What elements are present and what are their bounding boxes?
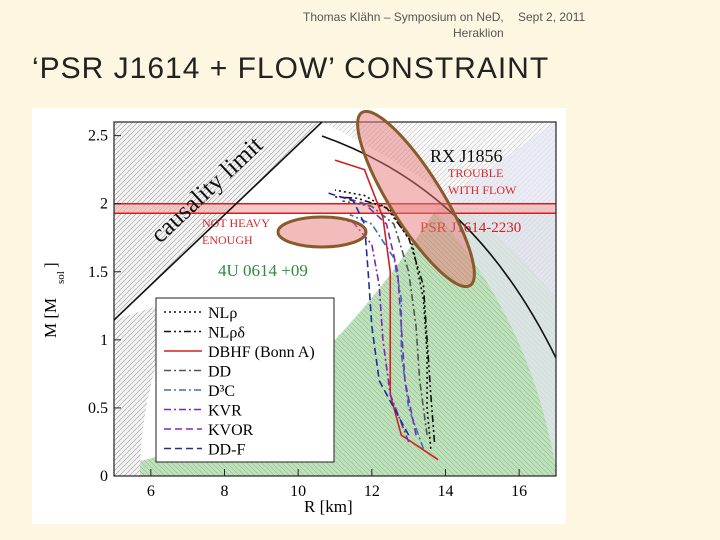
series-line-8 (327, 192, 410, 436)
legend-label: NLρ (208, 305, 237, 322)
series-line-3 (334, 159, 439, 461)
trouble-line-2: WITH FLOW (448, 183, 517, 197)
ylabel-close: ] (41, 262, 60, 268)
legend-box (155, 297, 335, 463)
legend-label: NLρδ (208, 325, 245, 342)
axis-ticks: 6 8 10 12 14 16 0 0.5 1 1.5 2 2.5 (88, 128, 527, 500)
plot-frame (113, 121, 557, 477)
series-line-1 (334, 189, 432, 449)
eos-curves (327, 159, 439, 461)
region-layer (114, 122, 556, 476)
legend-label: KVR (208, 403, 242, 420)
legend-label: D³C (208, 383, 235, 400)
xlabel: R [km] (304, 497, 353, 516)
mass-radius-chart: 6 8 10 12 14 16 0 0.5 1 1.5 2 2.5 M [M sol ] R [km]… (41, 109, 557, 516)
ylabel-text: M [M (41, 298, 60, 338)
x-tick-label: 12 (364, 483, 380, 500)
header-date: Sept 2, 2011 (518, 10, 586, 24)
series-line-4 (342, 200, 428, 436)
rx-label: RX J1856 (430, 146, 503, 166)
trouble-line-1: TROUBLE (448, 166, 503, 180)
legend-label: DD (208, 364, 231, 381)
y-tick-label: 0.5 (88, 400, 108, 417)
x-tick-label: 8 (221, 483, 229, 500)
series-line-5 (349, 213, 425, 450)
series-line-7 (342, 196, 417, 436)
chart-figure: 6 8 10 12 14 16 0 0.5 1 1.5 2 2.5 M [M sol ] R [km]… (32, 108, 566, 524)
y-axis-label: M [M sol ] (41, 262, 67, 338)
not-heavy-ellipse (276, 215, 368, 249)
series-line-2 (334, 196, 436, 443)
trouble-ellipse (356, 109, 476, 289)
psr-band (114, 203, 556, 214)
header-author-event: Thomas Klähn – Symposium on NeD, (303, 10, 504, 24)
ylabel-sub: sol (55, 271, 67, 284)
not-heavy-line-1: NOT HEAVY (202, 216, 270, 230)
legend-label: DD-F (208, 442, 245, 459)
not-heavy-line-2: ENOUGH (202, 233, 253, 247)
gr-region (114, 298, 182, 476)
legend-items: NLρ NLρδ DBHF (Bonn A) DD D³C KVR KVOR DD-F (164, 305, 315, 459)
x-tick-label: 6 (147, 483, 155, 500)
header-location: Heraklion (453, 26, 504, 40)
x-tick-label: 14 (438, 483, 454, 500)
not-heavy-enough-annotation: NOT HEAVY ENOUGH (202, 216, 270, 247)
x-tick-label: 16 (511, 483, 527, 500)
slide-title: ‘PSR J1614 + FLOW’ CONSTRAINT (32, 52, 550, 85)
legend-label: KVOR (208, 422, 254, 439)
trouble-with-flow-annotation: TROUBLE WITH FLOW (448, 166, 517, 197)
y-tick-label: 1 (100, 332, 108, 349)
y-tick-label: 2 (100, 196, 108, 213)
legend-label: DBHF (Bonn A) (208, 344, 315, 361)
causality-line (114, 122, 323, 321)
legend: NLρ NLρδ DBHF (Bonn A) DD D³C KVR KVOR DD-F (155, 297, 335, 463)
y-tick-label: 2.5 (88, 128, 108, 145)
y-tick-label: 1.5 (88, 264, 108, 281)
x-tick-label: 10 (290, 483, 306, 500)
y-tick-label: 0 (100, 468, 108, 485)
fourU-label: 4U 0614 +09 (218, 261, 308, 280)
